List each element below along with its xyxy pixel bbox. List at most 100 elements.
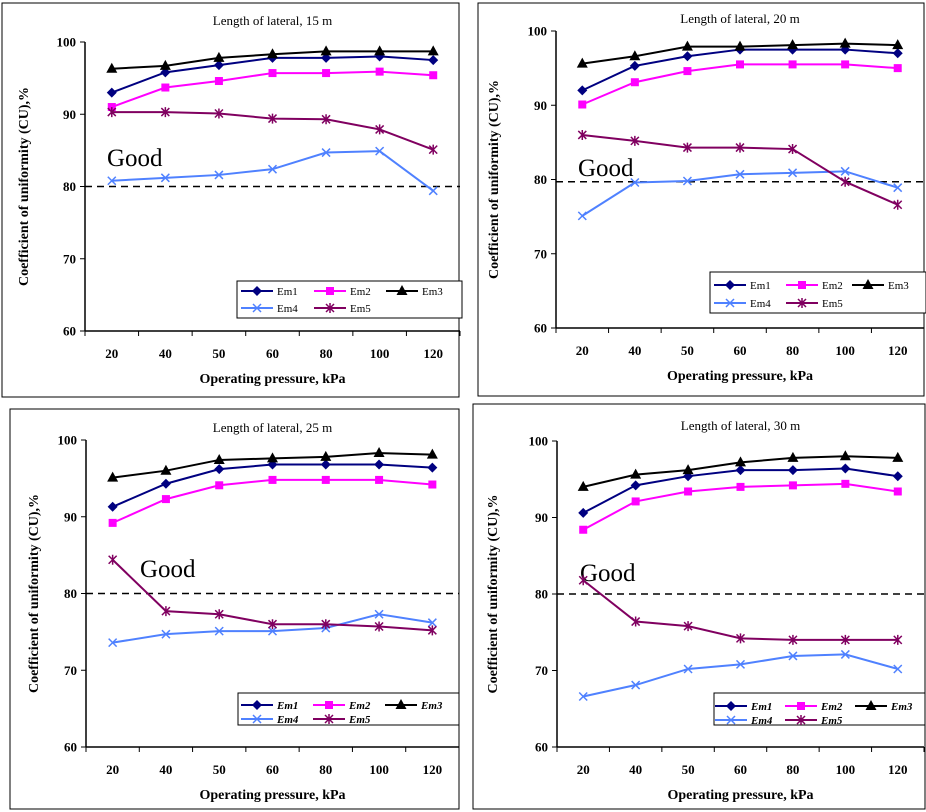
data-point [630, 177, 640, 188]
data-point [578, 100, 587, 109]
legend-marker [796, 715, 806, 725]
x-tick-label: 80 [786, 343, 799, 358]
data-point [629, 60, 640, 71]
series-em5 [108, 554, 437, 636]
series-em2 [578, 60, 902, 109]
x-tick-label: 120 [888, 762, 908, 777]
series-em2 [579, 479, 902, 534]
data-point [577, 85, 588, 96]
good-annotation: Good [107, 145, 163, 172]
data-point [160, 67, 171, 78]
data-point [161, 83, 170, 92]
data-point [268, 475, 277, 484]
data-point [788, 144, 798, 155]
data-point [427, 45, 439, 56]
legend-label: Em1 [277, 286, 298, 298]
data-point [214, 77, 223, 86]
legend-marker [252, 714, 262, 724]
legend-marker [797, 298, 807, 308]
data-point [106, 62, 118, 73]
data-point [268, 69, 277, 78]
y-tick-label: 90 [64, 509, 77, 524]
x-tick-label: 40 [628, 343, 641, 358]
chart-frame [477, 2, 925, 397]
data-point [213, 453, 225, 464]
y-tick-label: 90 [535, 510, 548, 525]
data-point [736, 482, 745, 491]
chart-frame [472, 403, 926, 810]
legend-marker [862, 279, 874, 289]
legend: Em1 Em2 Em3 Em4 Em5 [713, 692, 926, 727]
series-em5 [577, 129, 903, 210]
legend-label: Em1 [750, 280, 771, 292]
data-point [788, 60, 797, 69]
data-point [373, 447, 385, 458]
data-point [787, 39, 799, 50]
x-tick-label: 100 [370, 346, 390, 361]
data-point [893, 64, 902, 73]
data-point [427, 625, 437, 636]
data-point [374, 459, 385, 470]
legend-marker [725, 280, 735, 290]
x-tick-label: 40 [629, 762, 642, 777]
data-point [892, 471, 903, 482]
data-point [893, 183, 903, 193]
legend-box [237, 692, 460, 726]
data-point [682, 51, 693, 62]
good-annotation: Good [140, 556, 196, 583]
x-tick-label: 50 [212, 346, 225, 361]
data-point [374, 621, 384, 632]
y-tick-label: 100 [58, 433, 78, 448]
data-point [577, 129, 587, 140]
data-point [428, 144, 438, 155]
legend-box [236, 280, 463, 319]
data-point [788, 168, 798, 178]
data-point [321, 619, 331, 630]
x-axis-label: Operating pressure, kPa [667, 369, 813, 384]
data-point [161, 606, 171, 617]
data-point [840, 166, 850, 176]
x-tick-label: 50 [682, 762, 695, 777]
x-tick-label: 20 [577, 762, 590, 777]
data-point [374, 609, 384, 619]
legend-label: Em3 [888, 280, 909, 292]
legend-box [713, 692, 926, 726]
x-tick-label: 80 [786, 762, 799, 777]
legend-marker [725, 298, 735, 308]
x-tick-label: 120 [423, 346, 443, 361]
data-point [428, 480, 437, 489]
data-point [160, 107, 170, 118]
y-tick-label: 70 [534, 246, 547, 261]
chart-panel-1: Length of lateral, 15 m 60 70 80 90 100 20 40 50… [1, 2, 463, 398]
x-axis-label: Operating pressure, kPa [667, 788, 813, 803]
data-point [107, 107, 117, 118]
data-point [840, 634, 850, 645]
x-tick-label: 80 [319, 762, 332, 777]
data-point [840, 649, 850, 659]
data-point [892, 39, 904, 50]
data-point [735, 169, 745, 179]
data-point [735, 465, 746, 476]
data-point [841, 60, 850, 69]
data-point [214, 609, 224, 620]
x-tick-label: 120 [423, 762, 443, 777]
y-tick-label: 90 [534, 98, 547, 113]
legend-marker [325, 303, 335, 313]
data-point [161, 495, 170, 504]
x-tick-label: 20 [576, 343, 589, 358]
data-point [841, 479, 850, 488]
data-point [107, 501, 118, 512]
good-annotation: Good [580, 560, 636, 587]
data-point [631, 497, 640, 506]
data-point [159, 59, 171, 70]
data-point [106, 87, 117, 98]
chart-title: Length of lateral, 20 m [680, 11, 800, 26]
data-point [577, 211, 587, 221]
legend: Em1 Em2 Em3 Em4 Em5 [709, 271, 926, 314]
legend: Em1 Em2 Em3 Em4 Em5 [236, 280, 463, 319]
data-point [108, 518, 117, 527]
y-axis-label: Coefficient of uniformity (CU),% [27, 494, 42, 693]
data-point [321, 148, 331, 158]
data-point [631, 616, 641, 627]
legend-label: Em4 [750, 715, 773, 727]
